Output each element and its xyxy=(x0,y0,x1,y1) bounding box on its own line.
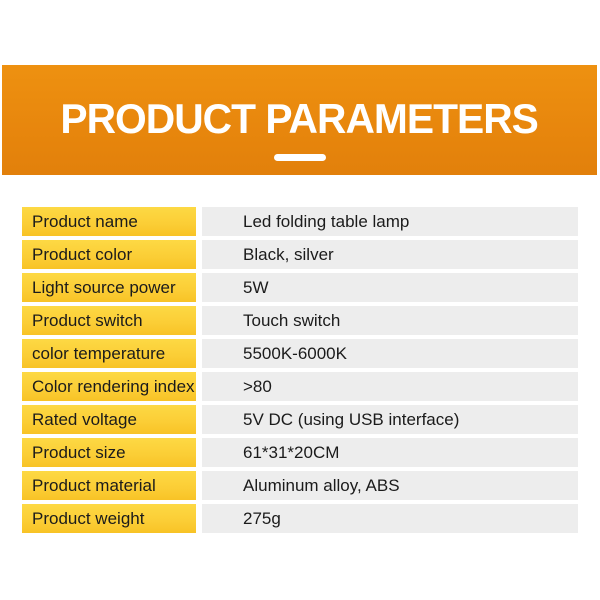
row-value: Aluminum alloy, ABS xyxy=(202,471,578,500)
title-underline xyxy=(273,154,326,161)
table-row: Product weight 275g xyxy=(22,504,578,533)
row-label: Light source power xyxy=(22,273,196,302)
row-value: 61*31*20CM xyxy=(202,438,578,467)
row-value: Led folding table lamp xyxy=(202,207,578,236)
row-value: >80 xyxy=(202,372,578,401)
row-value: 5V DC (using USB interface) xyxy=(202,405,578,434)
row-label: Product switch xyxy=(22,306,196,335)
header-banner: PRODUCT PARAMETERS xyxy=(2,65,597,175)
row-label: Product weight xyxy=(22,504,196,533)
row-value: 275g xyxy=(202,504,578,533)
parameters-table: Product name Led folding table lamp Prod… xyxy=(22,207,578,537)
table-row: Product name Led folding table lamp xyxy=(22,207,578,236)
table-row: color temperature 5500K-6000K xyxy=(22,339,578,368)
table-row: Product switch Touch switch xyxy=(22,306,578,335)
row-label: Product size xyxy=(22,438,196,467)
row-value: Touch switch xyxy=(202,306,578,335)
table-row: Light source power 5W xyxy=(22,273,578,302)
table-row: Product material Aluminum alloy, ABS xyxy=(22,471,578,500)
row-label: Product name xyxy=(22,207,196,236)
table-row: Color rendering index >80 xyxy=(22,372,578,401)
table-row: Product color Black, silver xyxy=(22,240,578,269)
page-title: PRODUCT PARAMETERS xyxy=(60,95,539,142)
row-label: Color rendering index xyxy=(22,372,196,401)
row-value: 5W xyxy=(202,273,578,302)
row-label: Rated voltage xyxy=(22,405,196,434)
row-value: Black, silver xyxy=(202,240,578,269)
row-label: Product color xyxy=(22,240,196,269)
row-label: Product material xyxy=(22,471,196,500)
table-row: Rated voltage 5V DC (using USB interface… xyxy=(22,405,578,434)
table-row: Product size 61*31*20CM xyxy=(22,438,578,467)
row-label: color temperature xyxy=(22,339,196,368)
row-value: 5500K-6000K xyxy=(202,339,578,368)
